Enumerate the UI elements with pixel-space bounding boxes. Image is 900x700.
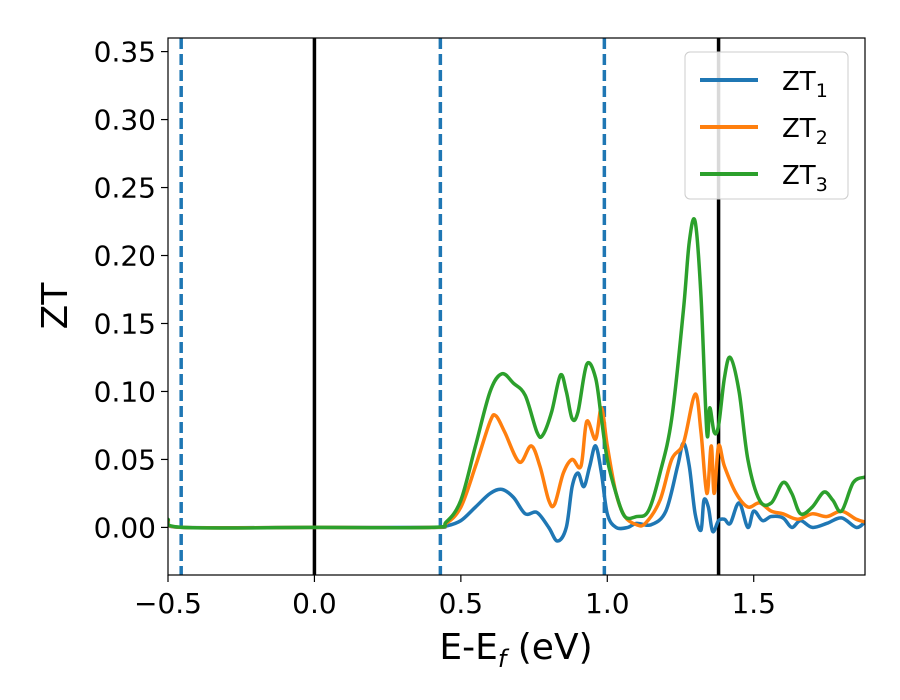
- y-axis: 0.00 0.05 0.10 0.15 0.20 0.25 0.30 0.35: [94, 36, 168, 544]
- y-tick-label: 0.30: [94, 104, 156, 137]
- legend-label-zt2: ZT2: [782, 114, 828, 149]
- legend-label-zt3: ZT3: [782, 161, 828, 196]
- plot-frame: [167, 37, 866, 576]
- series-line-zt1: [168, 441, 865, 543]
- x-tick-label: 1.0: [585, 587, 630, 620]
- x-tick-label: −0.5: [134, 587, 202, 620]
- x-tick-label: 0.0: [292, 587, 337, 620]
- x-axis-title-unit: (eV): [506, 627, 592, 668]
- reference-lines: [179, 38, 721, 575]
- x-axis: −0.5 0.0 0.5 1.0 1.5: [134, 575, 776, 620]
- y-tick-label: 0.25: [94, 172, 156, 205]
- y-axis-title: ZT: [35, 282, 76, 330]
- series-layer: [168, 217, 865, 543]
- y-tick-label: 0.10: [94, 375, 156, 408]
- y-tick-label: 0.20: [94, 240, 156, 273]
- x-tick-label: 1.5: [731, 587, 776, 620]
- series-line-zt3: [168, 217, 865, 530]
- series-line-zt2: [168, 392, 865, 530]
- y-tick-label: 0.15: [94, 307, 156, 340]
- x-tick-label: 0.5: [439, 587, 484, 620]
- y-tick-label: 0.05: [94, 443, 156, 476]
- y-tick-label: 0.35: [94, 36, 156, 69]
- legend-label-zt1: ZT1: [782, 67, 828, 102]
- y-tick-label: 0.00: [94, 511, 156, 544]
- legend: ZT1 ZT2 ZT3: [684, 51, 849, 200]
- x-axis-title: E-Ef (eV): [439, 627, 592, 673]
- legend-box: [684, 51, 849, 200]
